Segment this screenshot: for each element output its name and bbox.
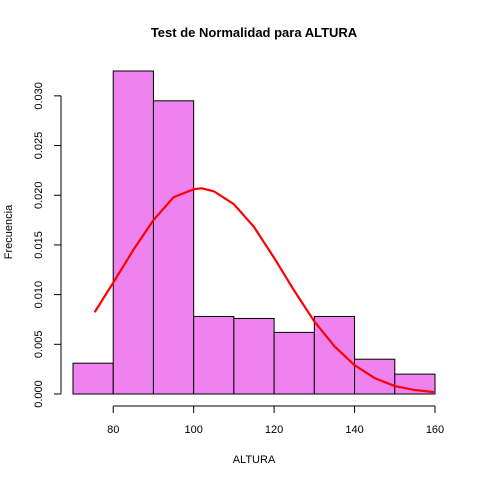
y-axis-label: Frecuencia bbox=[3, 204, 15, 259]
chart-title: Test de Normalidad para ALTURA bbox=[151, 25, 358, 40]
histogram-bar-120-130 bbox=[273, 331, 315, 395]
y-tick-label-0.000: 0.000 bbox=[33, 380, 45, 408]
x-axis-label: ALTURA bbox=[233, 454, 276, 466]
y-tick-label-0.030: 0.030 bbox=[33, 82, 45, 110]
x-tick-label-120: 120 bbox=[265, 424, 283, 436]
histogram-bar-100-110 bbox=[193, 315, 235, 395]
histogram-bars bbox=[72, 70, 436, 395]
histogram-bar-110-120 bbox=[233, 317, 275, 395]
histogram-bar-140-150 bbox=[354, 358, 396, 395]
x-tick-label-140: 140 bbox=[345, 424, 363, 436]
x-tick-label-160: 160 bbox=[426, 424, 444, 436]
histogram-bar-80-90 bbox=[112, 70, 154, 395]
y-tick-label-0.010: 0.010 bbox=[33, 281, 45, 309]
y-tick-label-0.020: 0.020 bbox=[33, 181, 45, 209]
x-axis: 80 100 120 140 160 bbox=[107, 405, 444, 436]
x-tick-label-80: 80 bbox=[107, 424, 119, 436]
y-tick-label-0.005: 0.005 bbox=[33, 331, 45, 359]
y-tick-label-0.015: 0.015 bbox=[33, 231, 45, 259]
normal-density-curve bbox=[94, 187, 435, 394]
histogram-bar-70-80 bbox=[72, 362, 114, 395]
y-axis: 0.000 0.005 0.010 0.015 0.020 0.025 0.030 bbox=[33, 82, 62, 408]
x-tick-label-100: 100 bbox=[184, 424, 202, 436]
histogram-bar-90-100 bbox=[152, 100, 195, 395]
y-tick-label-0.025: 0.025 bbox=[33, 132, 45, 160]
